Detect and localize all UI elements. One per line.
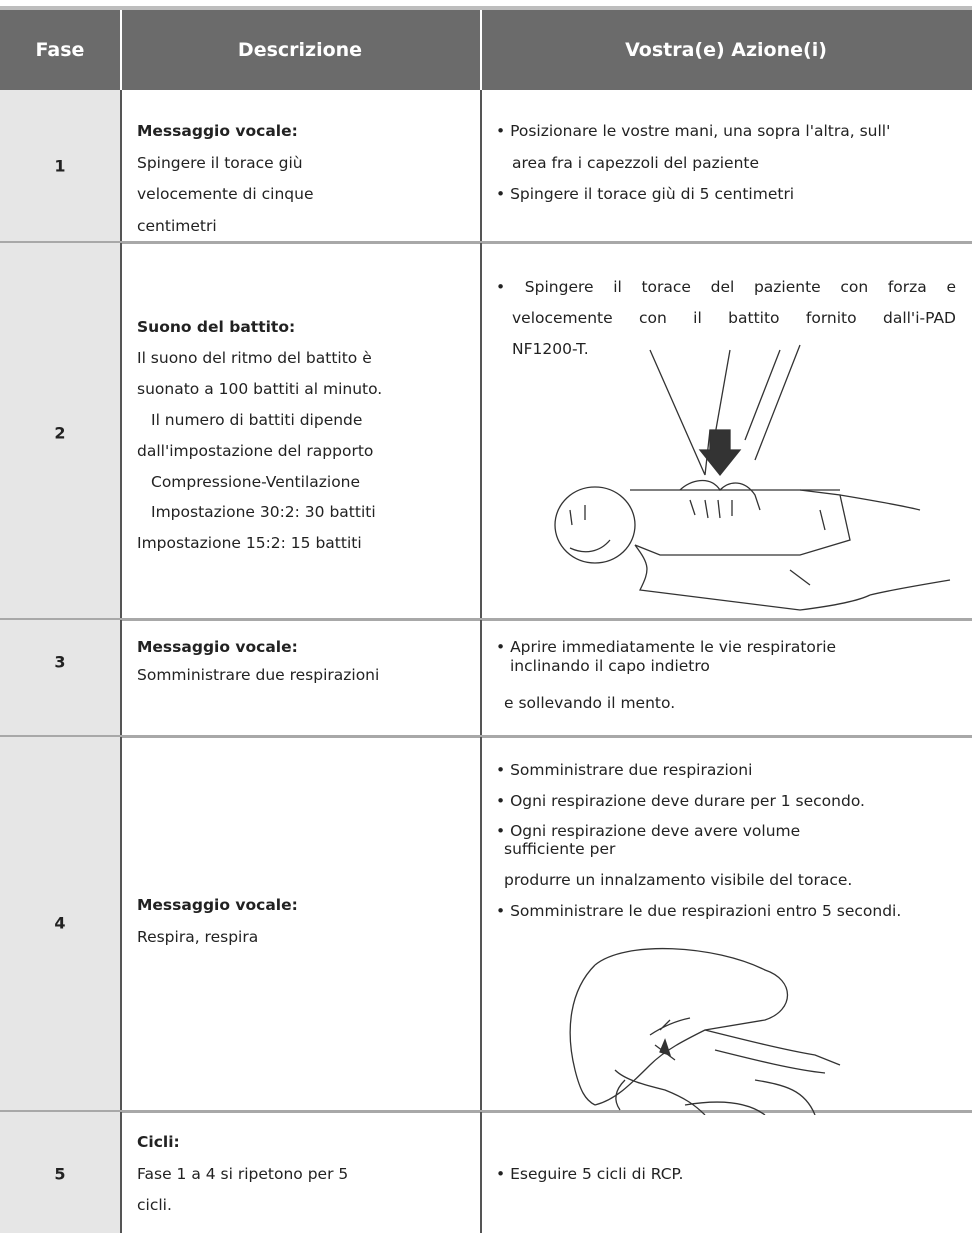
column-divider xyxy=(480,620,482,737)
cpr-compression-illustration xyxy=(554,344,951,611)
action-line: • Somministrare le due respirazioni entr… xyxy=(496,902,902,920)
description-line: Il suono del ritmo del battito è xyxy=(137,349,372,367)
row-divider xyxy=(0,1110,972,1113)
description-title: Cicli: xyxy=(137,1133,180,1151)
action-line: area fra i capezzoli del paziente xyxy=(512,154,760,172)
description-line: dall'impostazione del rapporto xyxy=(137,442,374,460)
description-line: Respira, respira xyxy=(137,928,259,946)
description-line: Impostazione 15:2: 15 battiti xyxy=(137,534,362,552)
action-line: sufficiente per xyxy=(504,840,616,858)
action-line: e sollevando il mento. xyxy=(504,694,676,712)
column-header: Descrizione xyxy=(237,39,363,61)
description-line: centimetri xyxy=(137,217,217,235)
description-line: cicli. xyxy=(137,1196,172,1214)
description-line: Somministrare due respirazioni xyxy=(137,666,380,684)
description-line: suonato a 100 battiti al minuto. xyxy=(137,380,383,398)
step-cell xyxy=(0,620,120,737)
description-line: Compressione-Ventilazione xyxy=(151,473,361,491)
header-divider xyxy=(480,10,482,90)
step-cell xyxy=(0,243,120,620)
header-row xyxy=(0,10,972,90)
rescue-breath-illustration xyxy=(569,947,841,1115)
description-line: velocemente di cinque xyxy=(137,185,314,203)
column-divider xyxy=(480,90,482,243)
step-cell xyxy=(0,737,120,1112)
column-divider xyxy=(120,243,122,620)
column-divider xyxy=(480,1112,482,1233)
column-header: Fase xyxy=(35,39,85,61)
action-line: produrre un innalzamento visibile del to… xyxy=(504,871,853,889)
action-line: • Eseguire 5 cicli di RCP. xyxy=(496,1165,684,1183)
header-divider xyxy=(120,10,122,90)
step-cell xyxy=(0,1112,120,1233)
action-line: • Posizionare le vostre mani, una sopra … xyxy=(496,122,891,140)
description-title: Messaggio vocale: xyxy=(137,638,298,656)
action-line: • Somministrare due respirazioni xyxy=(496,761,753,779)
action-line: NF1200-T. xyxy=(512,340,589,358)
row-divider xyxy=(0,735,972,738)
action-line: • Ogni respirazione deve avere volume xyxy=(496,822,801,840)
column-divider xyxy=(480,243,482,620)
description-line: Fase 1 a 4 si ripetono per 5 xyxy=(137,1165,349,1183)
action-line: • Spingere il torace giù di 5 centimetri xyxy=(496,185,795,203)
column-divider xyxy=(120,620,122,737)
description-line: Il numero di battiti dipende xyxy=(151,411,363,429)
description-line: Impostazione 30:2: 30 battiti xyxy=(151,503,376,521)
column-divider xyxy=(120,1112,122,1233)
action-line: • Ogni respirazione deve durare per 1 se… xyxy=(496,792,865,810)
column-divider xyxy=(120,737,122,1112)
step-number: 5 xyxy=(54,1164,66,1184)
top-border xyxy=(0,6,972,10)
step-cell xyxy=(0,90,120,243)
column-divider xyxy=(120,90,122,243)
description-title: Messaggio vocale: xyxy=(137,122,298,140)
action-line: velocemente con il battito fornito dall'… xyxy=(512,309,956,327)
description-line: Spingere il torace giù xyxy=(137,154,303,172)
action-line: • Spingere il torace del paziente con fo… xyxy=(496,278,956,296)
step-number: 4 xyxy=(54,913,66,933)
column-header: Vostra(e) Azione(i) xyxy=(625,39,827,61)
row-divider xyxy=(0,618,972,621)
step-number: 3 xyxy=(54,652,66,672)
column-divider xyxy=(480,737,482,1112)
step-number: 2 xyxy=(54,423,66,443)
action-line: • Aprire immediatamente le vie respirato… xyxy=(496,638,837,656)
action-line: inclinando il capo indietro xyxy=(510,657,710,675)
step-number: 1 xyxy=(54,156,66,176)
description-title: Suono del battito: xyxy=(137,318,296,336)
description-title: Messaggio vocale: xyxy=(137,896,298,914)
row-divider xyxy=(0,241,972,244)
